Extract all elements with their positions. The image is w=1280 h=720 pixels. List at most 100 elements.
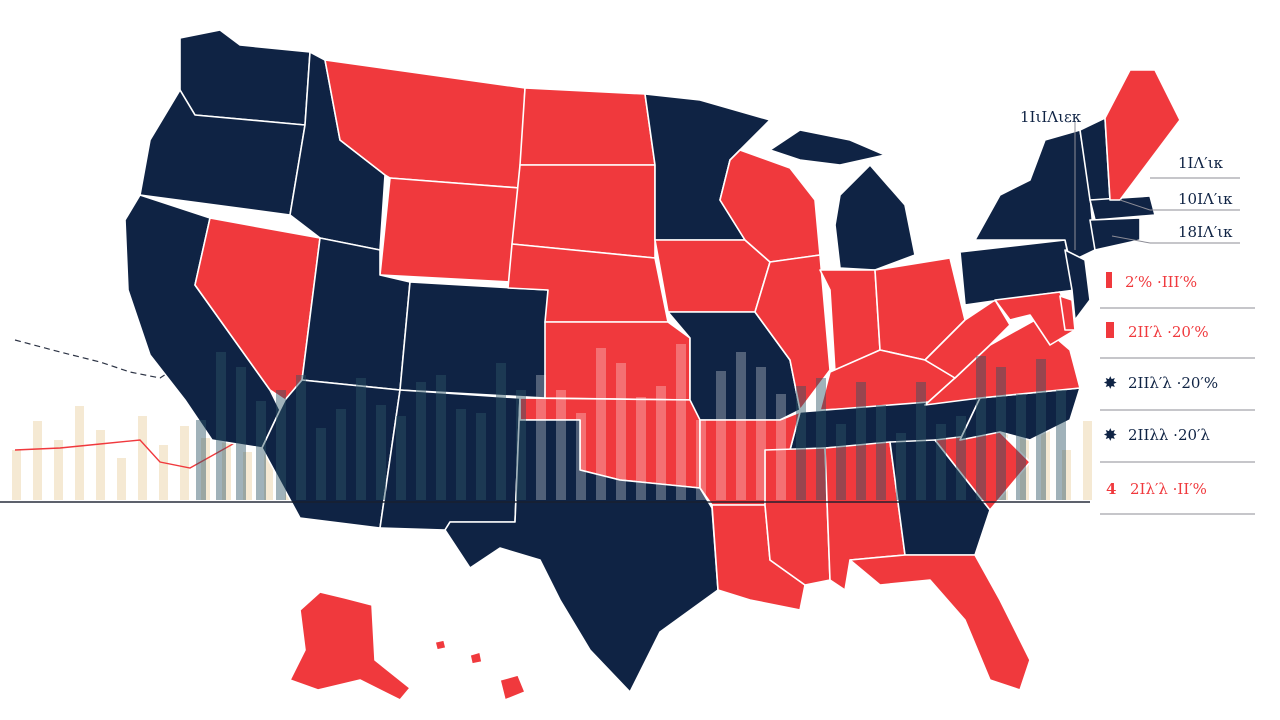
overlay-bar [576, 413, 586, 500]
background-bar [138, 416, 147, 500]
state-iowa[interactable] [654, 239, 771, 313]
overlay-bar [1016, 394, 1026, 500]
state-washington[interactable] [179, 29, 311, 126]
legend: 1ΙιΙΛιεκ 1ΙΛ′ικ 10ΙΛ′ικ 18ΙΛ′ικ 2′% ·ΙΙΙ… [1020, 108, 1255, 515]
legend-swatch-2 [1106, 322, 1114, 338]
background-bar [117, 458, 126, 500]
state-maryland[interactable] [994, 291, 1076, 346]
overlay-bar [976, 356, 986, 500]
overlay-bar [336, 409, 346, 500]
state-new-jersey[interactable] [1064, 249, 1091, 321]
state-new-york[interactable] [974, 129, 1096, 263]
overlay-bar [356, 378, 366, 500]
overlay-bar [276, 390, 286, 500]
legend-row-1: 1ΙΛ′ικ [1178, 154, 1224, 172]
state-georgia[interactable] [889, 439, 991, 556]
legend-row-2: 10ΙΛ′ικ [1178, 190, 1233, 208]
legend-top-label: 1ΙιΙΛιεκ [1020, 108, 1082, 126]
legend-item-2-text: 2ΙΙ′λ ·20′% [1128, 323, 1209, 341]
overlay-bar [836, 424, 846, 500]
state-connecticut-ri[interactable] [1089, 217, 1141, 251]
state-delaware[interactable] [1059, 295, 1076, 331]
background-bar [180, 426, 189, 500]
overlay-bar [296, 375, 306, 500]
foreground-bars [196, 344, 1066, 500]
background-bar [96, 430, 105, 500]
state-south-dakota[interactable] [511, 164, 656, 259]
overlay-bar [596, 348, 606, 500]
legend-swatch-5: 4 [1106, 480, 1116, 498]
state-massachusetts[interactable] [1089, 195, 1156, 221]
legend-swatch-4: ✸ [1103, 426, 1117, 444]
state-west-virginia[interactable] [924, 299, 1011, 379]
overlay-bar [516, 390, 526, 500]
overlay-bar [236, 367, 246, 500]
state-illinois[interactable] [754, 254, 831, 411]
state-wyoming[interactable] [379, 177, 521, 283]
overlay-bar [756, 367, 766, 500]
state-michigan[interactable] [834, 164, 916, 271]
legend-item-2: 2ΙΙ′λ ·20′% [1106, 322, 1209, 341]
background-bar [159, 445, 168, 500]
overlay-bar [496, 363, 506, 500]
legend-item-1: 2′% ·ΙΙΙ′% [1106, 272, 1197, 291]
background-bar [75, 406, 84, 500]
overlay-bar [696, 420, 706, 500]
overlay-bar [456, 409, 466, 500]
overlay-bar [916, 382, 926, 500]
state-hawaii-2[interactable] [469, 651, 483, 665]
state-alaska[interactable] [289, 591, 411, 701]
overlay-bar [196, 420, 206, 500]
overlay-bar [796, 386, 806, 500]
state-maine[interactable] [1104, 69, 1181, 201]
legend-item-5: 4 2Ιλ′λ ·ΙΙ′% [1106, 480, 1207, 498]
background-bar [54, 440, 63, 500]
state-colorado[interactable] [399, 281, 549, 399]
legend-item-5-text: 2Ιλ′λ ·ΙΙ′% [1130, 480, 1207, 498]
overlay-bar [636, 397, 646, 500]
legend-item-1-text: 2′% ·ΙΙΙ′% [1125, 273, 1197, 291]
overlay-bar [316, 428, 326, 500]
background-bar [1041, 426, 1050, 500]
overlay-bar [956, 416, 966, 500]
background-bar [264, 430, 273, 500]
overlay-bar [776, 394, 786, 500]
state-michigan-upper[interactable] [769, 129, 886, 166]
state-texas[interactable] [444, 397, 719, 693]
overlay-bar [876, 405, 886, 500]
background-bar [33, 421, 42, 500]
state-hawaii-1[interactable] [499, 674, 526, 701]
overlay-bar [416, 382, 426, 500]
overlay-bar [1036, 359, 1046, 500]
overlay-bar [896, 433, 906, 500]
overlay-bar [476, 413, 486, 500]
overlay-bar [556, 390, 566, 500]
state-florida[interactable] [849, 554, 1031, 691]
legend-item-3-text: 2ΙΙλ′λ ·20′% [1128, 374, 1218, 392]
overlay-bar [536, 375, 546, 500]
legend-item-4: ✸ 2ΙΙλλ ·20′λ [1103, 426, 1210, 444]
overlay-bar [1056, 390, 1066, 500]
overlay-bar [676, 344, 686, 500]
legend-swatch-1 [1106, 272, 1112, 288]
legend-swatch-3: ✸ [1103, 374, 1117, 392]
background-bar [12, 450, 21, 500]
overlay-bar [216, 352, 226, 500]
overlay-bar [736, 352, 746, 500]
overlay-bar [436, 375, 446, 500]
background-bar [201, 438, 210, 500]
state-hawaii-3[interactable] [434, 639, 447, 651]
state-north-dakota[interactable] [519, 87, 656, 166]
background-bar [1062, 450, 1071, 500]
legend-row-3: 18ΙΛ′ικ [1178, 223, 1233, 241]
overlay-bar [996, 367, 1006, 500]
legend-item-4-text: 2ΙΙλλ ·20′λ [1128, 426, 1210, 444]
overlay-bar [376, 405, 386, 500]
overlay-bar [256, 401, 266, 500]
background-bar [1083, 421, 1092, 500]
overlay-bar [816, 378, 826, 500]
background-bar [243, 452, 252, 500]
overlay-bar [396, 416, 406, 500]
